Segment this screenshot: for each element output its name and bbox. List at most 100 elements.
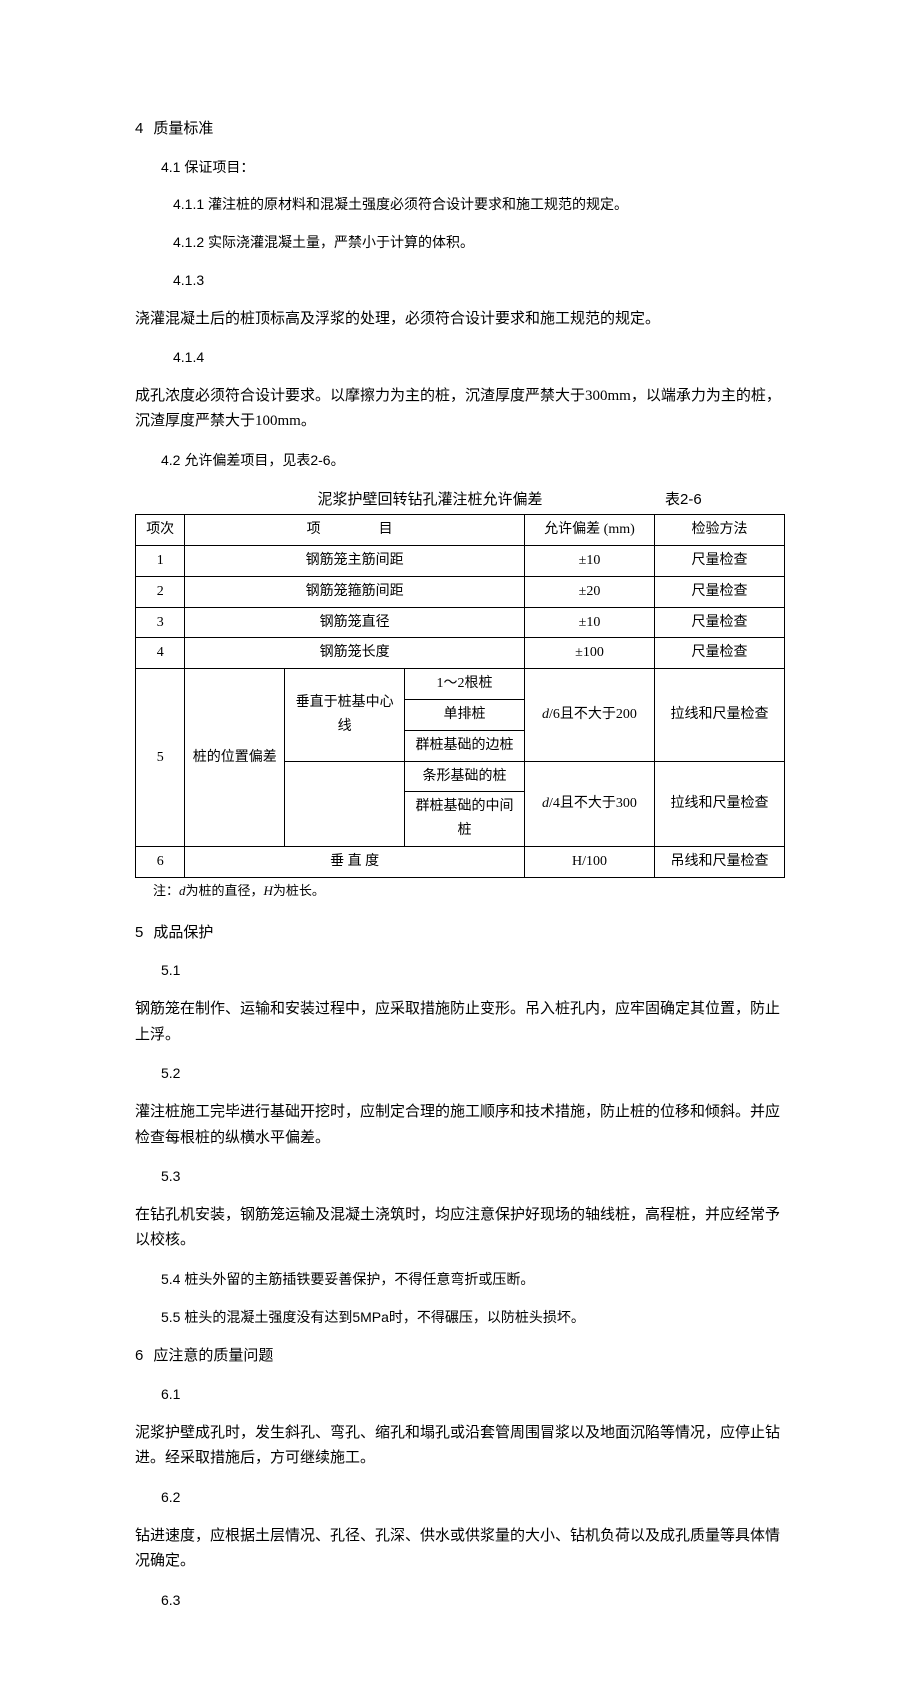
table-row: 3 钢筋笼直径 ±10 尺量检查 (136, 607, 785, 638)
table-note: 注：d为桩的直径，H为桩长。 (153, 880, 785, 902)
section-4-heading: 4 质量标准 (135, 116, 785, 142)
cell-item: 钢筋笼主筋间距 (185, 546, 525, 577)
clause-6-2-text: 钻进速度，应根据土层情况、孔径、孔深、供水或供浆量的大小、钻机负荷以及成孔质量等… (135, 1524, 785, 1575)
cell-seq: 2 (136, 576, 185, 607)
tol1-text: /6且不大于200 (549, 707, 637, 722)
clause-4-1-4-text: 成孔浓度必须符合设计要求。以摩擦力为主的桩，沉渣厚度严禁大于300mm，以端承力… (135, 384, 785, 435)
table-row: 4 钢筋笼长度 ±100 尺量检查 (136, 638, 785, 669)
cell-tol: ±10 (524, 607, 654, 638)
cell-sub: 群桩基础的中间桩 (405, 792, 525, 847)
cell-sub: 1～2根桩 (405, 669, 525, 700)
cell-method: 吊线和尺量检查 (654, 847, 784, 878)
clause-4-1-2-text: 实际浇灌混凝土量，严禁小于计算的体积。 (208, 234, 474, 250)
th-tolerance: 允许偏差 (mm) (524, 515, 654, 546)
cell-seq: 6 (136, 847, 185, 878)
clause-4-1-1-num: 4.1.1 (173, 196, 204, 212)
clause-4-2-text: 允许偏差项目，见表2-6。 (184, 452, 344, 468)
th-seq: 项次 (136, 515, 185, 546)
section-4-title: 质量标准 (153, 120, 213, 137)
cell-method: 尺量检查 (654, 546, 784, 577)
clause-4-1-2-num: 4.1.2 (173, 234, 204, 250)
tol2-text: /4且不大于300 (549, 796, 637, 811)
cell-method: 尺量检查 (654, 607, 784, 638)
th-method: 检验方法 (654, 515, 784, 546)
cell-sub: 群桩基础的边桩 (405, 730, 525, 761)
clause-5-2-num-line: 5.2 (161, 1062, 785, 1086)
cell-tol: d/6且不大于200 (524, 669, 654, 761)
clause-6-1-text: 泥浆护壁成孔时，发生斜孔、弯孔、缩孔和塌孔或沿套管周围冒浆以及地面沉陷等情况，应… (135, 1421, 785, 1472)
cell-sub: 条形基础的桩 (405, 761, 525, 792)
clause-5-4: 5.4 桩头外留的主筋插铁要妥善保护，不得任意弯折或压断。 (161, 1268, 785, 1292)
note-prefix: 注： (153, 883, 179, 898)
clause-5-1-num: 5.1 (161, 962, 180, 978)
cell-method: 拉线和尺量检查 (654, 669, 784, 761)
clause-6-3-num-line: 6.3 (161, 1589, 785, 1613)
clause-4-1-4-num-line: 4.1.4 (173, 346, 785, 370)
clause-6-1-num-line: 6.1 (161, 1383, 785, 1407)
cell-item-a: 桩的位置偏差 (185, 669, 285, 847)
clause-5-1-text: 钢筋笼在制作、运输和安装过程中，应采取措施防止变形。吊入桩孔内，应牢固确定其位置… (135, 997, 785, 1048)
cell-tol: d/4且不大于300 (524, 761, 654, 846)
cell-item: 垂 直 度 (185, 847, 525, 878)
cell-sub: 单排桩 (405, 700, 525, 731)
cell-tol: ±100 (524, 638, 654, 669)
clause-4-1-3-num-line: 4.1.3 (173, 269, 785, 293)
note-suffix: 为桩长。 (273, 883, 325, 898)
table-title-row: 泥浆护壁回转钻孔灌注桩允许偏差 表2-6 (135, 487, 785, 513)
clause-4-1-num: 4.1 (161, 159, 180, 175)
table-row: 2 钢筋笼箍筋间距 ±20 尺量检查 (136, 576, 785, 607)
table-row: 5 桩的位置偏差 垂直于桩基中心线 1～2根桩 d/6且不大于200 拉线和尺量… (136, 669, 785, 700)
section-6-heading: 6 应注意的质量问题 (135, 1343, 785, 1369)
note-H: H (264, 883, 273, 898)
cell-method: 拉线和尺量检查 (654, 761, 784, 846)
clause-5-2-text: 灌注桩施工完毕进行基础开挖时，应制定合理的施工顺序和技术措施，防止桩的位移和倾斜… (135, 1100, 785, 1151)
cell-item: 钢筋笼直径 (185, 607, 525, 638)
cell-tol: ±10 (524, 546, 654, 577)
cell-seq: 5 (136, 669, 185, 847)
section-5-heading: 5成品保护 (135, 920, 785, 946)
table-header-row: 项次 项 目 允许偏差 (mm) 检验方法 (136, 515, 785, 546)
cell-empty (285, 761, 405, 846)
clause-5-4-text: 桩头外留的主筋插铁要妥善保护，不得任意弯折或压断。 (184, 1271, 534, 1287)
clause-4-1-3-text: 浇灌混凝土后的桩顶标高及浮浆的处理，必须符合设计要求和施工规范的规定。 (135, 307, 785, 333)
clause-5-5: 5.5 桩头的混凝土强度没有达到5MPa时，不得碾压，以防桩头损坏。 (161, 1306, 785, 1330)
cell-seq: 4 (136, 638, 185, 669)
table-title: 泥浆护壁回转钻孔灌注桩允许偏差 (135, 487, 665, 513)
cell-item: 钢筋笼长度 (185, 638, 525, 669)
tolerance-table: 项次 项 目 允许偏差 (mm) 检验方法 1 钢筋笼主筋间距 ±10 尺量检查… (135, 514, 785, 878)
section-4-num: 4 (135, 120, 143, 137)
clause-4-1-2: 4.1.2 实际浇灌混凝土量，严禁小于计算的体积。 (173, 231, 785, 255)
clause-4-1-1: 4.1.1 灌注桩的原材料和混凝土强度必须符合设计要求和施工规范的规定。 (173, 193, 785, 217)
cell-item-b: 垂直于桩基中心线 (285, 669, 405, 761)
clause-6-1-num: 6.1 (161, 1386, 180, 1402)
note-mid: 为桩的直径， (186, 883, 264, 898)
cell-item: 钢筋笼箍筋间距 (185, 576, 525, 607)
clause-4-1-text: 保证项目： (184, 159, 254, 175)
clause-5-3-num: 5.3 (161, 1168, 180, 1184)
clause-4-1-3-num: 4.1.3 (173, 272, 204, 288)
clause-5-5-text: 桩头的混凝土强度没有达到5MPa时，不得碾压，以防桩头损坏。 (184, 1309, 585, 1325)
cell-tol: ±20 (524, 576, 654, 607)
clause-4-2: 4.2 允许偏差项目，见表2-6。 (161, 449, 785, 473)
clause-4-2-num: 4.2 (161, 452, 180, 468)
section-6-num: 6 (135, 1347, 143, 1364)
clause-4-1: 4.1 保证项目： (161, 156, 785, 180)
clause-5-4-num: 5.4 (161, 1271, 180, 1287)
table-row: 6 垂 直 度 H/100 吊线和尺量检查 (136, 847, 785, 878)
clause-5-3-num-line: 5.3 (161, 1165, 785, 1189)
clause-6-2-num-line: 6.2 (161, 1486, 785, 1510)
section-6-title: 应注意的质量问题 (153, 1347, 273, 1364)
section-5-title: 成品保护 (153, 924, 213, 941)
table-number: 表2-6 (665, 487, 785, 513)
clause-5-3-text: 在钻孔机安装，钢筋笼运输及混凝土浇筑时，均应注意保护好现场的轴线桩，高程桩，并应… (135, 1203, 785, 1254)
clause-5-2-num: 5.2 (161, 1065, 180, 1081)
cell-method: 尺量检查 (654, 638, 784, 669)
th-item: 项 目 (185, 515, 525, 546)
cell-method: 尺量检查 (654, 576, 784, 607)
clause-5-5-num: 5.5 (161, 1309, 180, 1325)
cell-tol: H/100 (524, 847, 654, 878)
table-row: 1 钢筋笼主筋间距 ±10 尺量检查 (136, 546, 785, 577)
cell-seq: 3 (136, 607, 185, 638)
clause-4-1-1-text: 灌注桩的原材料和混凝土强度必须符合设计要求和施工规范的规定。 (208, 196, 628, 212)
clause-4-1-4-num: 4.1.4 (173, 349, 204, 365)
